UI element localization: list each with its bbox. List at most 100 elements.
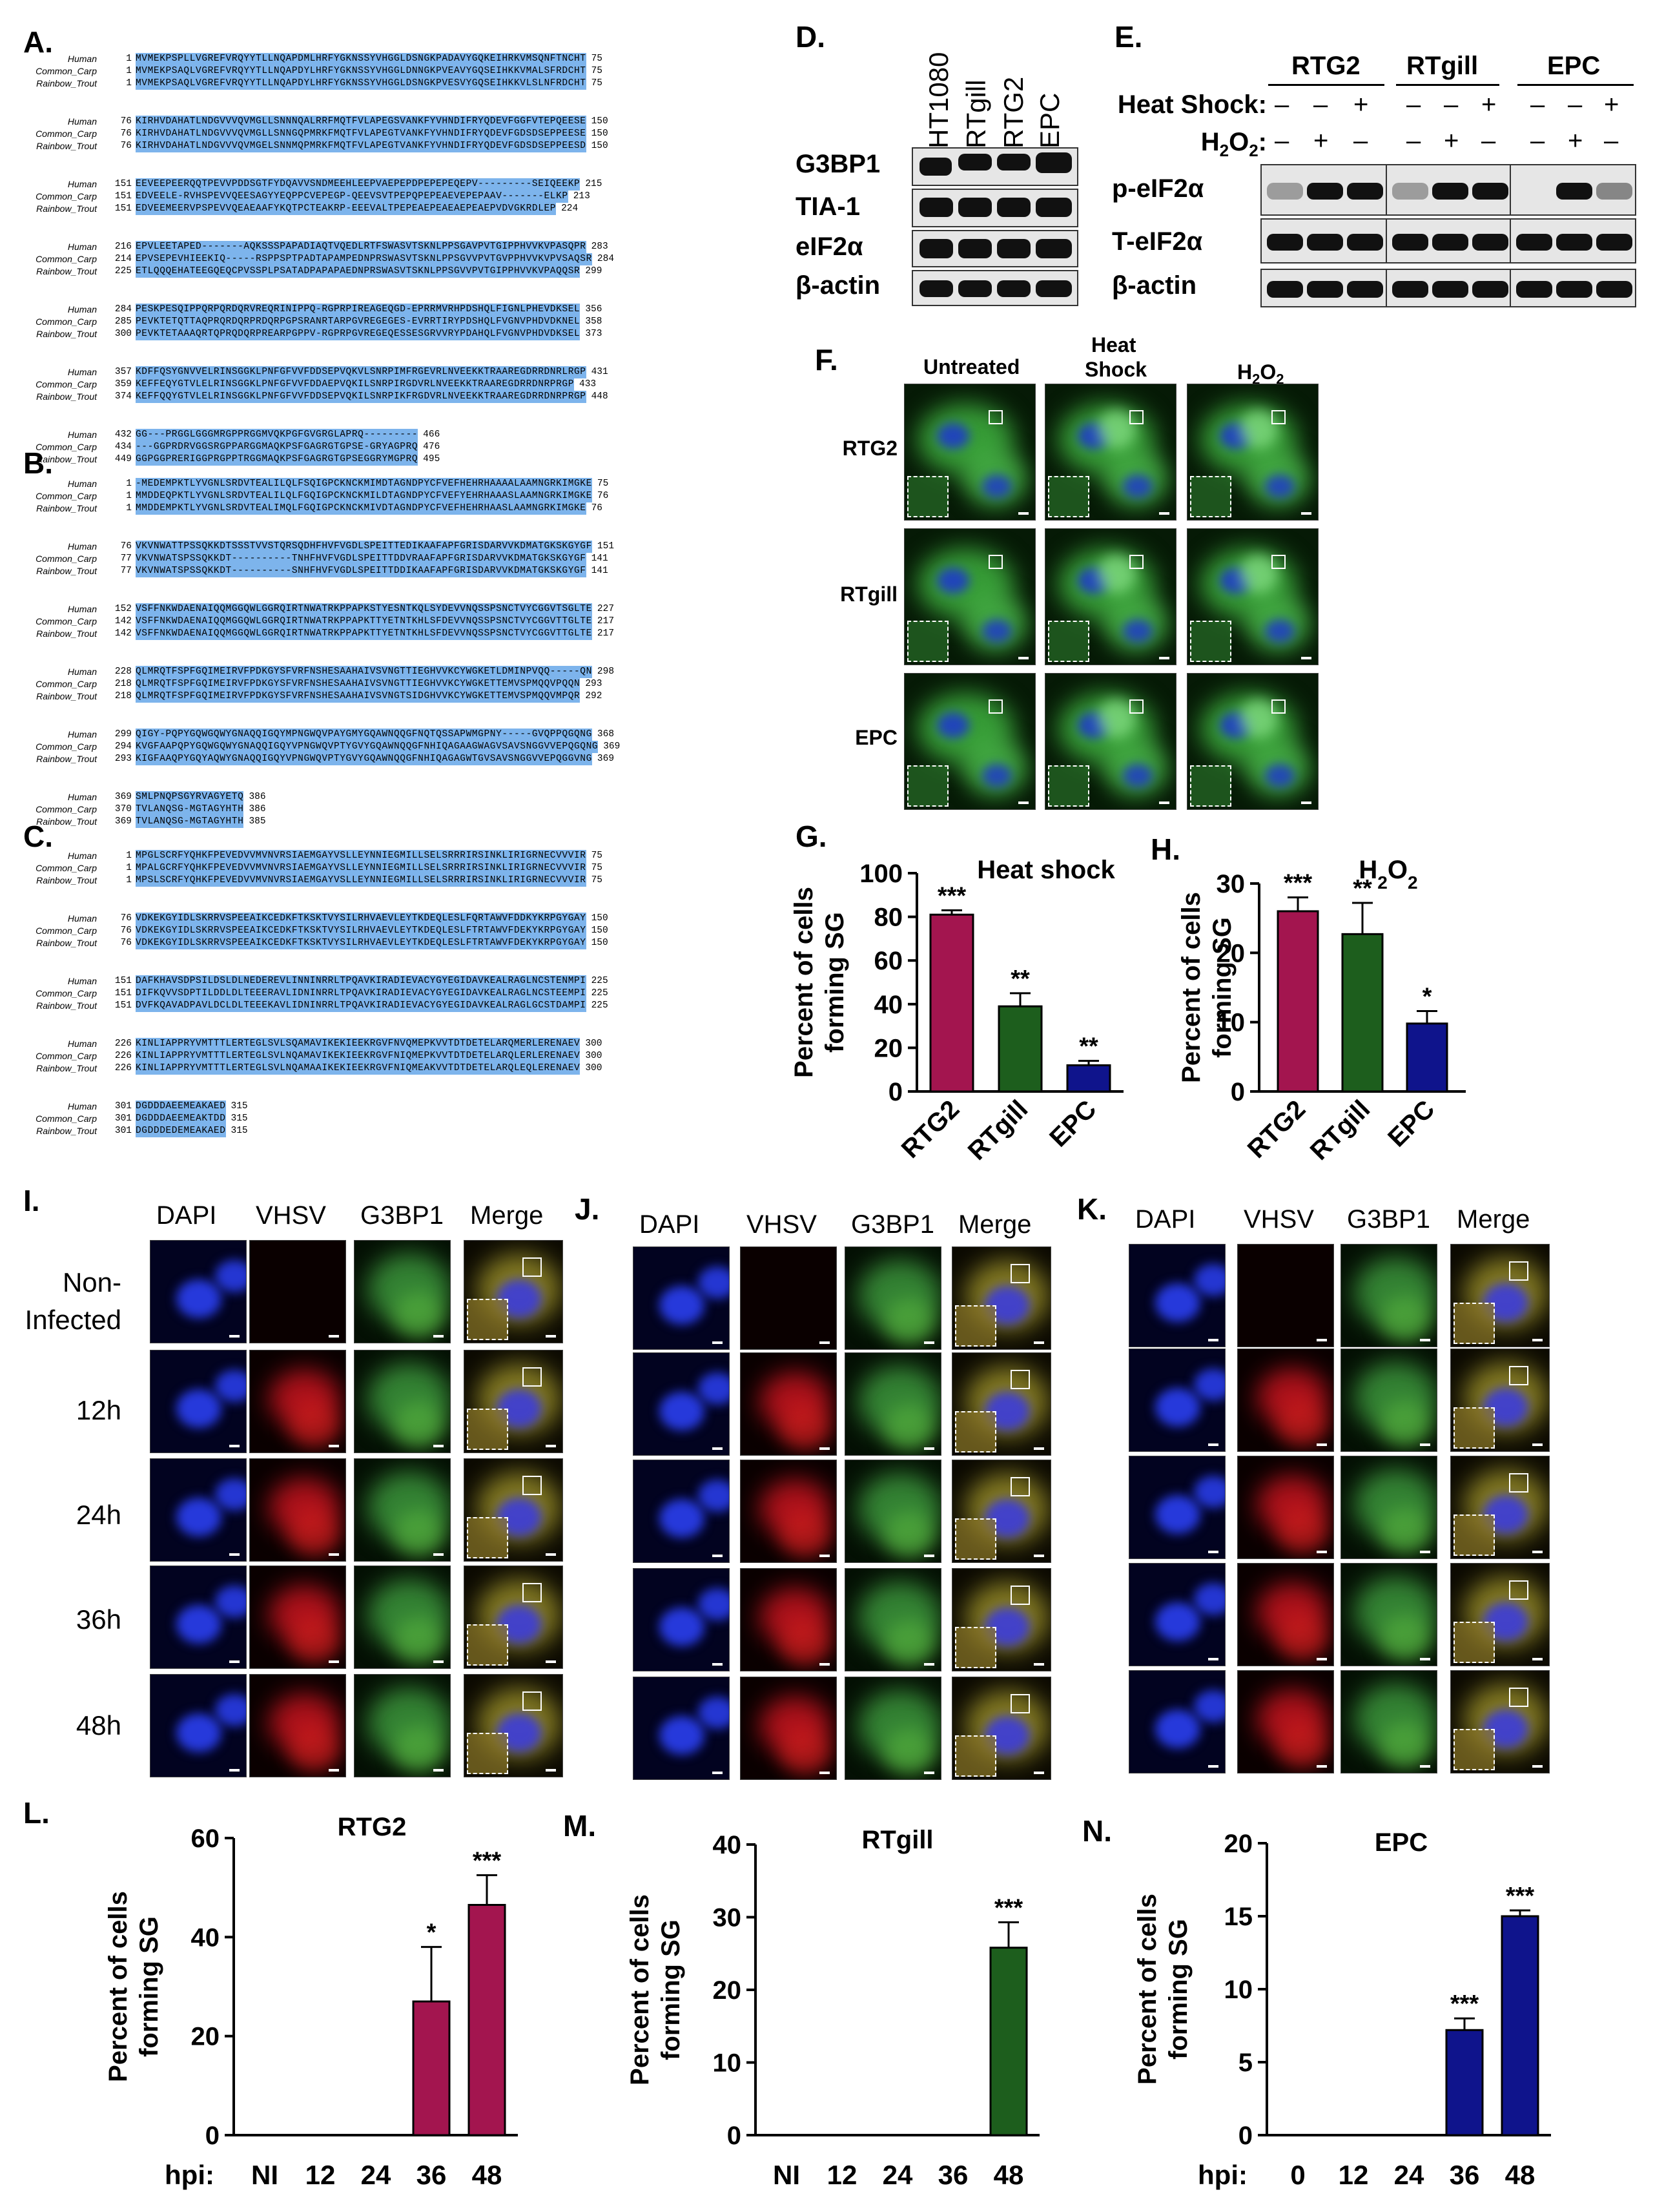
alignment-row: Common_Carp 1 MMDDEQPKTLYVGNLSRDVTEALILQLF… — [0, 490, 620, 502]
zoom-box — [1509, 1473, 1528, 1493]
zoom-box — [1509, 1688, 1528, 1707]
y-tick-label: 0 — [727, 2122, 741, 2150]
micrograph — [845, 1677, 941, 1780]
x-tick-label: RTG2 — [896, 1095, 965, 1164]
end-index: 300 — [585, 1063, 602, 1073]
start-index: 370 — [114, 804, 132, 814]
alignment-row: Common_Carp 294 KVGFAAPQPYGQWGQWYGNAQQIGQY… — [0, 741, 620, 753]
micrograph — [1450, 1244, 1550, 1347]
alignment-block: Human 357 KDFFQSYGNVVELRINSGGKLPNFGFVVFDDS… — [0, 366, 614, 403]
x-prefix-label: hpi: — [1198, 2160, 1248, 2190]
blot-e-strip — [1386, 269, 1512, 307]
sequence: VDKEKGYIDLSKRRVSPEEAIKCEDKFTKSKTVYSILRHV… — [136, 925, 586, 937]
blot-e-group: RTgill — [1406, 52, 1479, 80]
start-index: 1 — [126, 503, 132, 513]
zoom-box — [1271, 699, 1286, 714]
sequence: VSFFNKWDAENAIQQMGGQWLGGRQIRTNWATRKPPAPKT… — [136, 615, 592, 628]
y-tick-label: 0 — [1238, 2122, 1253, 2150]
sequence: VDKEKGYIDLSKRRVSPEEAIKCEDKFTKSKTVYSILRHV… — [136, 937, 586, 949]
scale-bar — [1159, 512, 1169, 515]
cell — [1194, 1476, 1225, 1508]
zoom-box — [1011, 1694, 1030, 1713]
micrograph — [633, 1246, 730, 1350]
y-axis-label: Percent of cells — [1177, 892, 1206, 1083]
zoom-box — [1271, 555, 1286, 569]
blot-e-group: RTG2 — [1291, 52, 1361, 80]
band — [1472, 183, 1508, 200]
cell — [289, 1511, 340, 1556]
inset-box — [1453, 1303, 1495, 1344]
alignment-row: Common_Carp 370 TVLANQSG-MGTAGYHTH 386 — [0, 803, 620, 816]
blot-e-strip — [1510, 218, 1636, 264]
y-tick-label: 30 — [713, 1904, 742, 1932]
sequence: KINLIAPPRYVMTTTLERTEGLSVLNQAMAAIKEKIEEKR… — [136, 1062, 580, 1075]
panel-label-j: J. — [575, 1192, 600, 1226]
alignment-row: Rainbow_Trout 449 GGPGGPRERIGGPRGPPTRGGMAQ… — [0, 453, 614, 466]
cell — [1155, 1283, 1200, 1322]
x-tick-label: 12 — [827, 2160, 858, 2190]
inset-box — [467, 1409, 508, 1450]
scale-bar — [924, 1447, 934, 1450]
alignment-row: Human 299 QIGY-PQPYGQWGQWYGNAQQIGQYMPNGWQV… — [0, 729, 620, 741]
col-label-heat: Heat — [1091, 333, 1136, 357]
alignment-row: Human 228 QLMRQTFSPFGQIMEIRVFPDKGYSFVRFNSH… — [0, 666, 620, 678]
cell — [393, 1402, 445, 1447]
inset-box — [1453, 1407, 1495, 1449]
alignment-row: Rainbow_Trout 293 KIGFAAQPYGQYAQWYGNAQQIGQ… — [0, 753, 620, 765]
end-index: 225 — [591, 1000, 608, 1011]
species-name: Human — [67, 913, 97, 924]
alignment-row: Rainbow_Trout 218 QLMRQTFSPFGQIMEIRVFPDKGY… — [0, 690, 620, 703]
end-index: 75 — [591, 78, 603, 88]
blot-e-strip — [1510, 164, 1636, 216]
blot-strip-eif2a — [912, 230, 1078, 267]
species-name: Human — [67, 604, 97, 614]
species-name: Rainbow_Trout — [36, 141, 97, 151]
column-label: G3BP1 — [360, 1201, 444, 1230]
micrograph — [1340, 1456, 1437, 1559]
alignment-row: Common_Carp 285 PEVKTETQTTAQPRQRDQRPRDQRPG… — [0, 316, 614, 328]
heat-shock-sign: + — [1481, 90, 1497, 119]
micrograph — [845, 1246, 941, 1350]
micrograph — [249, 1458, 346, 1562]
micrograph — [633, 1568, 730, 1671]
cell — [884, 1620, 936, 1666]
scale-bar — [1018, 801, 1029, 804]
micrograph — [1129, 1670, 1226, 1773]
start-index: 449 — [114, 454, 132, 464]
start-index: 294 — [114, 741, 132, 752]
y-axis-label: Percent of cells — [626, 1894, 654, 2085]
sequence: EPVSEPEVHIEEKIQ-----RSPPSPTPADTAPAMPEDNP… — [136, 253, 592, 265]
start-index: 432 — [114, 429, 132, 440]
x-tick-label: NI — [773, 2160, 800, 2190]
species-name: Human — [67, 851, 97, 861]
cell — [1380, 1296, 1432, 1341]
inset-box — [907, 621, 949, 662]
species-name: Rainbow_Trout — [36, 628, 97, 639]
start-index: 1 — [126, 851, 132, 861]
end-index: 283 — [591, 242, 608, 252]
significance-marker: *** — [1506, 1883, 1535, 1910]
inset-box — [1048, 765, 1089, 807]
start-index: 76 — [120, 541, 132, 552]
row-label: 36h — [76, 1604, 121, 1635]
micrograph — [952, 1568, 1051, 1671]
end-index: 150 — [591, 141, 608, 151]
zoom-box — [522, 1476, 542, 1495]
zoom-box — [1011, 1370, 1030, 1389]
alignment-a: Human 1 MVMEKPSPLLVGREFVRQYYTLLNQAPDMLHRFY… — [0, 53, 614, 491]
species-name: Common_Carp — [36, 316, 97, 327]
start-index: 151 — [114, 976, 132, 986]
end-index: 315 — [231, 1101, 248, 1111]
start-index: 369 — [114, 792, 132, 802]
alignment-block: Human 151 DAFKHAVSDPSILDSLDLNEDEREVLINNINR… — [0, 975, 608, 1012]
alignment-row: Human 76 KIRHVDAHATLNDGVVVQVMGLLSNNNQALRRF… — [0, 116, 614, 128]
col-label-shock: Shock — [1085, 358, 1147, 381]
scale-bar — [1532, 1658, 1543, 1660]
alignment-row: Human 151 EEVEEPEERQQTPEVVPDDSGTFYDQAVVSND… — [0, 178, 614, 191]
species-name: Rainbow_Trout — [36, 503, 97, 513]
x-tick-label: 48 — [1505, 2160, 1536, 2190]
micrograph — [952, 1677, 1051, 1780]
y-tick-label: 20 — [874, 1034, 903, 1062]
start-index: 301 — [114, 1101, 132, 1111]
scale-bar — [712, 1447, 723, 1450]
